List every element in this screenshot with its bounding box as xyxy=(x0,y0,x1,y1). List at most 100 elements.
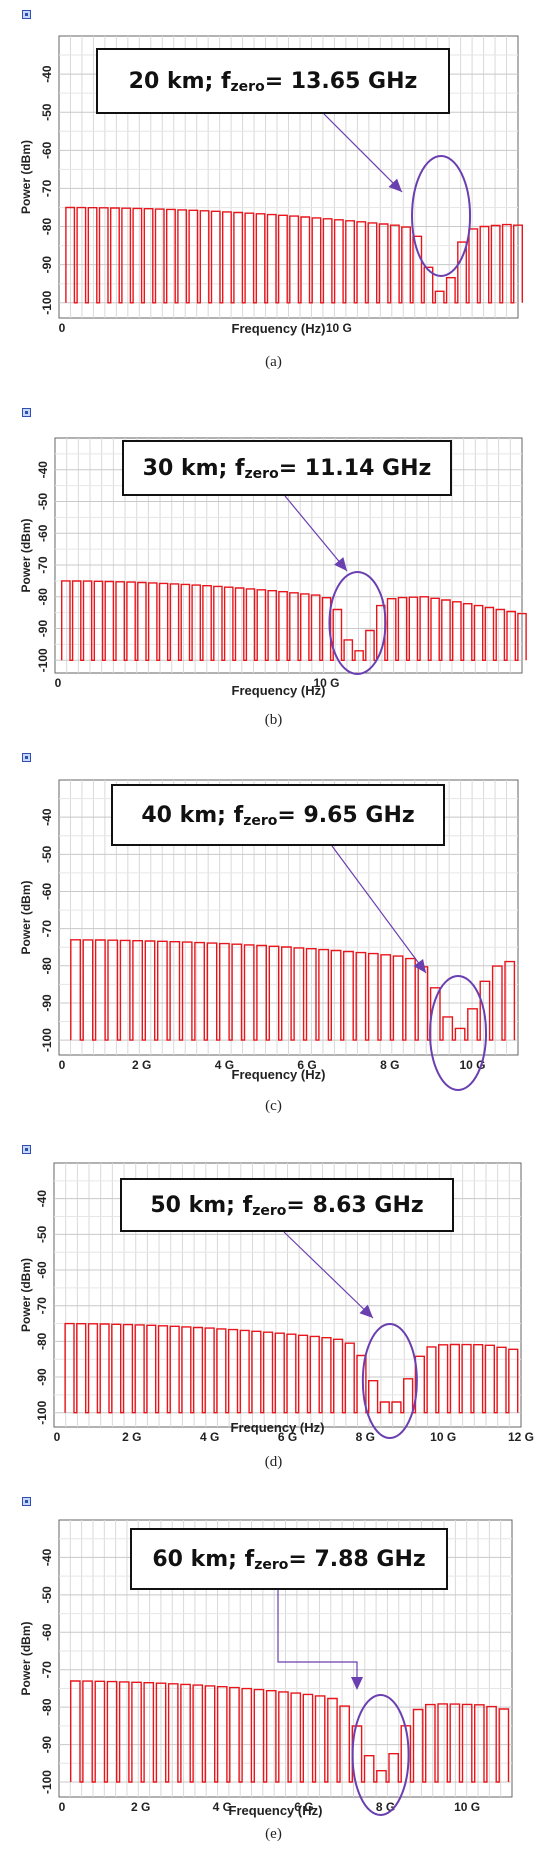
y-tick-label: -90 xyxy=(35,1368,49,1386)
x-axis-label: Frequency (Hz) xyxy=(231,1420,325,1435)
y-tick-label: -100 xyxy=(36,648,50,672)
x-tick-label: 10 G xyxy=(326,321,352,335)
annotation-prefix: 30 km; f xyxy=(142,455,245,481)
y-tick-label: -70 xyxy=(40,179,54,197)
annotation-subscript: zero xyxy=(230,79,265,95)
x-tick-label: 2 G xyxy=(131,1800,150,1814)
y-tick-label: -60 xyxy=(40,141,54,159)
annotation-arrow xyxy=(331,845,427,974)
x-tick-label: 0 xyxy=(59,1058,66,1072)
spectrum-trace xyxy=(69,1680,510,1783)
annotation-suffix: = 9.65 GHz xyxy=(277,802,415,828)
y-tick-label: -60 xyxy=(40,1623,54,1641)
spectrum-panel-4: -40 -50 -60 -70 -80 -90 -100 0 2 G 4 G 6 G 8 G 10 G 1… xyxy=(0,1130,547,1490)
annotation-box: 20 km; f zero = 13.65 GHz xyxy=(96,48,450,114)
y-tick-label: -70 xyxy=(40,1661,54,1679)
panel-caption: (b) xyxy=(264,712,283,728)
annotation-suffix: = 11.14 GHz xyxy=(278,455,432,481)
y-tick-label: -90 xyxy=(40,994,54,1012)
window-icon xyxy=(22,408,31,417)
panel-caption: (d) xyxy=(264,1454,283,1470)
y-axis-label: Power (dBm) xyxy=(19,518,33,592)
x-tick-label: 0 xyxy=(54,1430,61,1444)
x-tick-label: 4 G xyxy=(215,1058,234,1072)
x-tick-label: 10 G xyxy=(314,676,340,690)
annotation-subscript: zero xyxy=(244,466,279,482)
x-tick-label: 4 G xyxy=(200,1430,219,1444)
window-icon xyxy=(22,1145,31,1154)
panel-caption: (c) xyxy=(265,1098,282,1114)
annotation-arrow xyxy=(283,1231,374,1319)
x-tick-label: 2 G xyxy=(132,1058,151,1072)
annotation-box: 40 km; f zero = 9.65 GHz xyxy=(111,784,445,846)
y-tick-label: -100 xyxy=(40,1770,54,1794)
annotation-prefix: 40 km; f xyxy=(141,802,244,828)
annotation-arrow xyxy=(284,495,348,572)
zero-frequency-circle xyxy=(411,155,472,277)
annotation-suffix: = 8.63 GHz xyxy=(286,1192,424,1218)
y-tick-label: -80 xyxy=(35,1332,49,1350)
window-icon xyxy=(22,1497,31,1506)
x-axis-label: Frequency (Hz) xyxy=(232,1067,326,1082)
window-icon xyxy=(22,753,31,762)
annotation-subscript: zero xyxy=(254,1557,289,1573)
panel-caption: (e) xyxy=(265,1826,282,1842)
annotation-box: 50 km; f zero = 8.63 GHz xyxy=(120,1178,454,1232)
x-tick-label: 4 G xyxy=(213,1800,232,1814)
annotation-subscript: zero xyxy=(252,1203,287,1219)
spectrum-trace xyxy=(65,206,523,304)
y-tick-label: -80 xyxy=(40,1698,54,1716)
x-tick-label: 6 G xyxy=(278,1430,297,1444)
annotation-arrow xyxy=(277,1590,363,1690)
y-tick-label: -70 xyxy=(35,1297,49,1315)
zero-frequency-circle xyxy=(429,975,488,1091)
x-tick-label: 0 xyxy=(55,676,62,690)
x-tick-label: 0 xyxy=(59,321,66,335)
y-tick-label: -100 xyxy=(40,1028,54,1052)
y-tick-label: -90 xyxy=(40,256,54,274)
y-tick-label: -90 xyxy=(36,620,50,638)
window-icon xyxy=(22,10,31,19)
annotation-prefix: 50 km; f xyxy=(150,1192,253,1218)
y-tick-label: -40 xyxy=(40,808,54,826)
x-axis-label: Frequency (Hz) xyxy=(232,683,326,698)
zero-frequency-circle xyxy=(351,1694,410,1816)
annotation-box: 60 km; f zero = 7.88 GHz xyxy=(130,1528,448,1590)
annotation-arrow xyxy=(323,113,403,193)
annotation-prefix: 20 km; f xyxy=(128,68,231,94)
annotation-subscript: zero xyxy=(243,813,278,829)
y-axis-label: Power (dBm) xyxy=(19,140,33,214)
zero-frequency-circle xyxy=(361,1323,418,1439)
y-axis-label: Power (dBm) xyxy=(19,1621,33,1695)
y-tick-label: -80 xyxy=(40,957,54,975)
annotation-prefix: 60 km; f xyxy=(152,1546,255,1572)
x-tick-label: 8 G xyxy=(356,1430,375,1444)
x-tick-label: 8 G xyxy=(380,1058,399,1072)
x-tick-label: 6 G xyxy=(294,1800,313,1814)
spectrum-trace xyxy=(64,1322,519,1414)
x-axis-label: Frequency (Hz) xyxy=(229,1803,323,1818)
y-tick-label: -40 xyxy=(36,461,50,479)
x-tick-label: 12 G xyxy=(508,1430,534,1444)
spectrum-panel-1: -40 -50 -60 -70 -80 -90 -100 0 10 G Frequency (Hz… xyxy=(0,0,547,400)
x-tick-label: 10 G xyxy=(454,1800,480,1814)
y-tick-label: -90 xyxy=(40,1736,54,1754)
y-axis-label: Power (dBm) xyxy=(19,1258,33,1332)
y-tick-label: -40 xyxy=(40,65,54,83)
y-tick-label: -60 xyxy=(40,882,54,900)
y-tick-label: -50 xyxy=(40,103,54,121)
x-tick-label: 0 xyxy=(59,1800,66,1814)
spectrum-trace xyxy=(70,939,516,1041)
y-tick-label: -50 xyxy=(35,1225,49,1243)
y-tick-label: -60 xyxy=(35,1261,49,1279)
x-tick-label: 6 G xyxy=(297,1058,316,1072)
zero-frequency-circle xyxy=(328,571,387,675)
y-tick-label: -50 xyxy=(40,845,54,863)
annotation-suffix: = 7.88 GHz xyxy=(288,1546,426,1572)
y-tick-label: -70 xyxy=(40,920,54,938)
y-tick-label: -60 xyxy=(36,524,50,542)
y-axis-label: Power (dBm) xyxy=(19,880,33,954)
y-tick-label: -100 xyxy=(35,1400,49,1424)
x-tick-label: 8 G xyxy=(376,1800,395,1814)
